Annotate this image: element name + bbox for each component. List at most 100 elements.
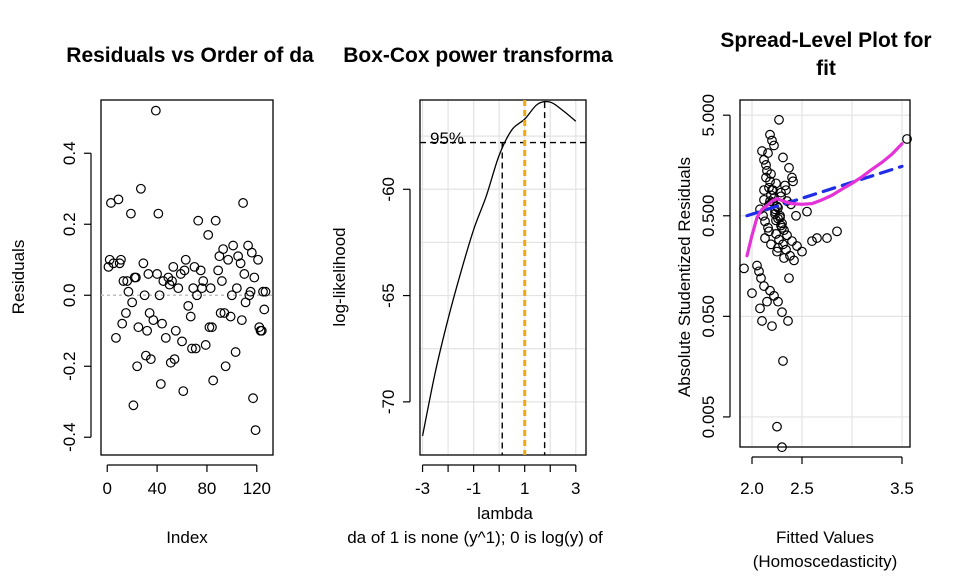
p3-point — [777, 307, 787, 318]
p1-point — [157, 318, 167, 329]
p3-point — [766, 169, 776, 179]
p3-point — [757, 146, 767, 156]
p1-point — [142, 325, 153, 336]
p1-point — [139, 290, 150, 301]
p3-point — [802, 206, 812, 217]
p1-y-tick-label: 0.0 — [60, 283, 79, 307]
p1-point — [249, 272, 260, 283]
p3-point — [787, 236, 797, 246]
p3-point — [760, 216, 770, 227]
p2-x-tick-label: 1 — [520, 479, 529, 498]
p1-point — [189, 261, 200, 272]
p1-point — [238, 198, 248, 208]
p2-x-tick-label: -1 — [466, 479, 481, 498]
p1-point — [231, 283, 242, 294]
p1-point — [118, 276, 129, 286]
p1-point — [246, 247, 257, 258]
p1-point — [236, 315, 247, 326]
p2-x-tick-label: -3 — [415, 479, 430, 498]
p1-point — [197, 283, 207, 294]
p3-point — [772, 421, 782, 432]
p3-title: Spread-Level Plot for — [720, 29, 931, 52]
p3-y-tick-label: 0.050 — [699, 295, 718, 338]
p1-point — [258, 286, 268, 297]
p3-grid — [740, 100, 910, 447]
p3-point — [739, 263, 749, 274]
p2-x-label: lambda — [477, 504, 533, 523]
p1-point — [190, 343, 201, 354]
p1-point — [215, 308, 226, 318]
panel-residuals-order: Residuals vs Order of da 0 40 80 120 -0.4-0… — [9, 44, 314, 547]
p3-point — [771, 178, 781, 189]
p3-point — [784, 162, 794, 173]
p1-point — [239, 269, 250, 279]
p1-point — [219, 308, 230, 318]
p3-x-label: Fitted Values — [776, 528, 874, 547]
p1-point — [121, 308, 131, 318]
p1-point — [177, 336, 187, 347]
p1-point — [180, 254, 191, 265]
p3-point — [755, 303, 765, 314]
p2-x-axis: -3 -1 1 3 — [415, 464, 581, 498]
p1-title: Residuals vs Order of da — [66, 44, 314, 67]
p3-magenta-smooth-fit — [745, 142, 904, 258]
p3-x-label-line2: (Homoscedasticity) — [753, 552, 898, 571]
p1-point — [132, 361, 143, 372]
p2-title: Box-Cox power transforma — [343, 44, 613, 67]
p3-point — [767, 135, 777, 146]
p1-point — [207, 322, 217, 333]
p1-point — [144, 308, 155, 318]
p3-point — [791, 210, 801, 221]
p1-point — [170, 325, 181, 336]
p3-point — [769, 140, 779, 151]
p1-point — [117, 318, 128, 329]
p1-y-tick-label: 0.4 — [60, 141, 79, 165]
p3-points — [739, 114, 912, 453]
p1-points — [103, 105, 271, 436]
p3-point — [787, 172, 797, 183]
p1-point — [169, 354, 180, 365]
p3-point — [759, 185, 769, 195]
p1-point — [250, 425, 261, 436]
p1-point — [223, 254, 234, 265]
p1-point — [127, 297, 138, 308]
p1-point — [203, 229, 214, 240]
p1-x-tick-label: 0 — [102, 479, 111, 498]
p3-point — [778, 152, 788, 163]
p3-point — [797, 246, 807, 257]
p1-y-tick-label: 0.2 — [60, 212, 79, 236]
p1-point — [104, 254, 115, 265]
p3-point — [754, 266, 764, 277]
p1-x-axis: 0 40 80 120 — [102, 464, 271, 498]
p3-point — [771, 229, 781, 239]
p3-x-axis: 2.0 2.5 3.5 — [740, 456, 914, 498]
p1-point — [192, 290, 202, 301]
p1-point — [235, 258, 246, 269]
p1-y-tick-label: -0.4 — [60, 423, 79, 452]
p2-y-axis: -70 -65 -60 — [379, 177, 411, 414]
p3-point — [807, 236, 817, 246]
p1-point — [253, 254, 263, 265]
p3-point — [774, 114, 784, 125]
p3-point — [778, 356, 788, 366]
p3-point — [771, 215, 781, 226]
p1-point — [111, 332, 121, 343]
p1-point — [193, 215, 204, 226]
p1-point — [233, 251, 244, 262]
p1-point — [155, 379, 166, 389]
p1-point — [178, 386, 189, 397]
p3-point — [773, 242, 783, 253]
p1-point — [216, 276, 227, 286]
p1-x-tick-label: 120 — [243, 479, 271, 498]
p1-point — [200, 340, 211, 350]
p1-plot-frame — [100, 99, 274, 456]
p1-point — [254, 322, 265, 333]
p3-y-tick-label: 0.005 — [699, 396, 718, 439]
p1-point — [198, 276, 209, 286]
p1-point — [114, 258, 125, 269]
p3-point — [759, 194, 769, 205]
p1-point — [230, 347, 241, 357]
p1-point — [152, 269, 162, 279]
p2-plot-frame — [419, 99, 587, 456]
p1-x-label: Index — [166, 528, 208, 547]
